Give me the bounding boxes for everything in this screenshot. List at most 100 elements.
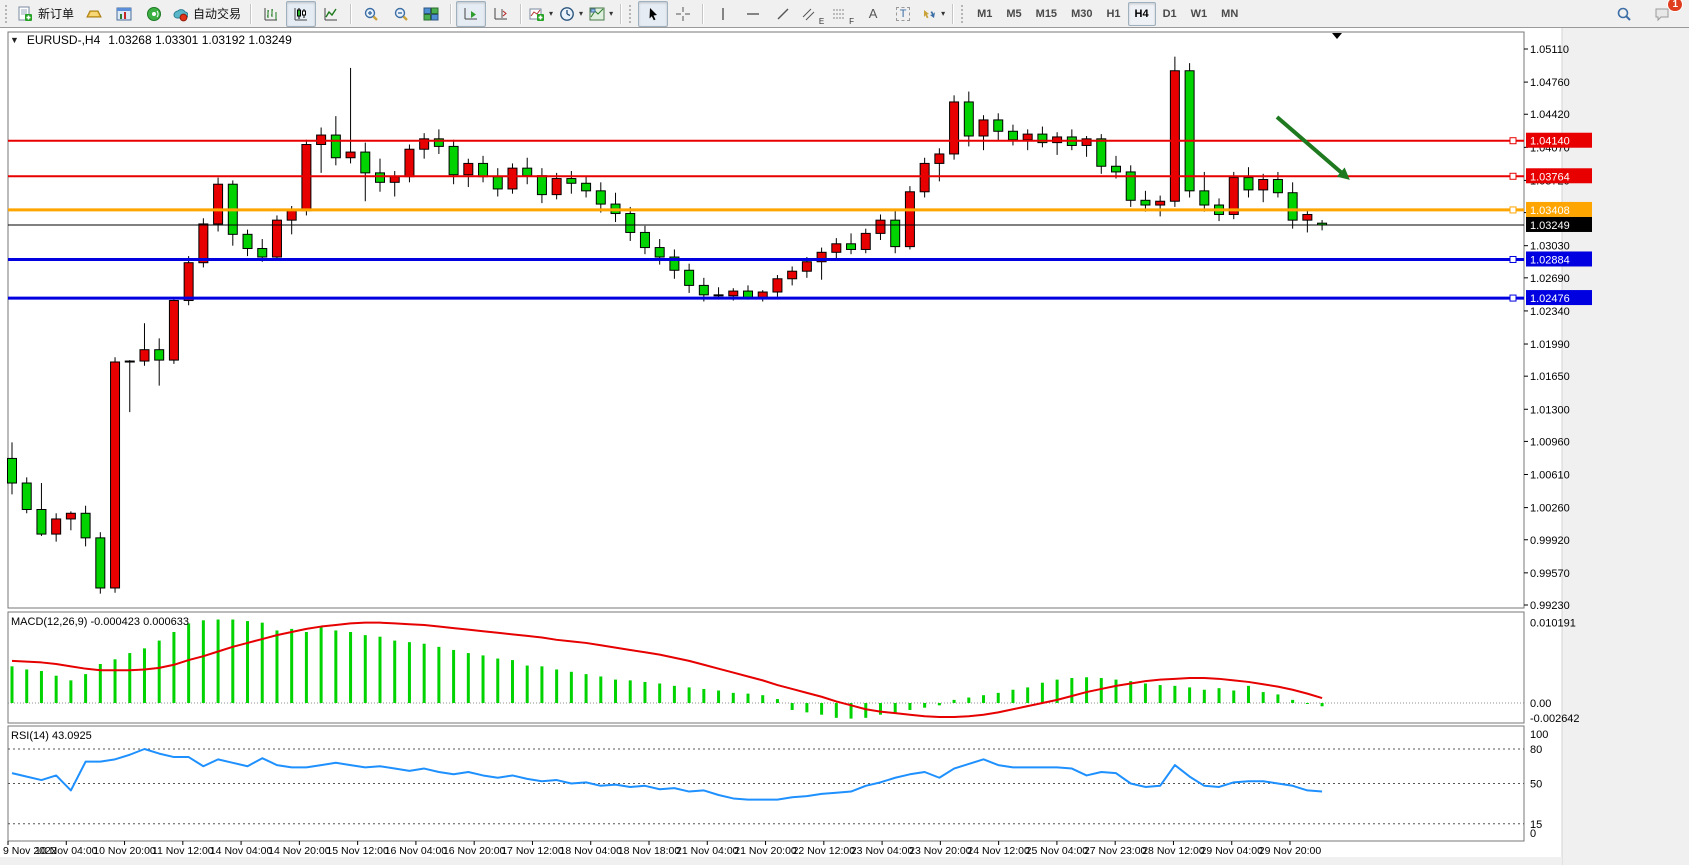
new-order-button[interactable]: 新订单 bbox=[14, 1, 79, 27]
cursor-tool-button[interactable] bbox=[638, 0, 669, 27]
macd-histogram-bar bbox=[1099, 678, 1103, 703]
timeframe-mn-button[interactable]: MN bbox=[1221, 7, 1239, 20]
candle-body bbox=[595, 190, 606, 205]
macd-histogram-bar bbox=[805, 703, 809, 713]
market-watch-button[interactable] bbox=[79, 1, 109, 27]
macd-histogram-bar bbox=[1261, 692, 1265, 703]
timeframe-h1-button[interactable]: H1 bbox=[1106, 7, 1121, 20]
fibonacci-icon bbox=[833, 9, 846, 18]
candle-body bbox=[65, 512, 76, 520]
candle-body bbox=[257, 248, 268, 258]
timeframe-d1-button[interactable]: D1 bbox=[1162, 7, 1177, 20]
time-axis-label: 11 Nov 12:00 bbox=[152, 845, 214, 857]
time-axis-label: 28 Nov 12:00 bbox=[1142, 845, 1205, 857]
macd-histogram-bar bbox=[1085, 677, 1089, 703]
text-label-tool-button[interactable]: T bbox=[888, 1, 918, 27]
crosshair-tool-button[interactable] bbox=[668, 1, 698, 27]
chevron-down-icon: ▾ bbox=[549, 9, 554, 18]
macd-histogram-bar bbox=[142, 648, 146, 703]
macd-histogram-bar bbox=[113, 659, 117, 703]
vertical-line-tool-button[interactable] bbox=[708, 1, 738, 27]
chart-window-icon bbox=[116, 7, 132, 20]
macd-histogram-bar bbox=[702, 688, 706, 703]
macd-histogram-bar bbox=[540, 666, 544, 703]
timeframe-m1-button[interactable]: M1 bbox=[977, 7, 993, 20]
candle-body bbox=[139, 349, 150, 362]
macd-histogram-bar bbox=[481, 655, 485, 703]
periods-button[interactable]: ▾ bbox=[556, 1, 586, 27]
price-axis-label: 1.01300 bbox=[1530, 404, 1570, 416]
notifications-button[interactable]: 1 bbox=[1647, 0, 1683, 27]
macd-histogram-bar bbox=[10, 666, 14, 703]
macd-histogram-bar bbox=[1202, 689, 1206, 703]
macd-histogram-bar bbox=[658, 683, 662, 703]
price-line-label: 1.02884 bbox=[1530, 254, 1570, 266]
candle-body bbox=[890, 219, 901, 248]
toolbar-separator bbox=[450, 3, 453, 24]
macd-histogram-bar bbox=[1011, 689, 1015, 703]
timeframe-w1-button[interactable]: W1 bbox=[1190, 7, 1208, 20]
tile-windows-button[interactable] bbox=[416, 1, 446, 27]
candle-body bbox=[639, 231, 650, 249]
new-order-label: 新订单 bbox=[38, 7, 75, 21]
line-handle[interactable] bbox=[1509, 255, 1517, 263]
line-handle[interactable] bbox=[1509, 172, 1517, 180]
fibo-sub-label: F bbox=[849, 16, 855, 26]
fibonacci-tool-button[interactable]: F bbox=[828, 1, 858, 27]
line-handle[interactable] bbox=[1509, 206, 1517, 214]
chart-shift-button[interactable] bbox=[486, 1, 516, 27]
sound-alert-button[interactable] bbox=[139, 1, 169, 27]
candle-body bbox=[654, 247, 665, 258]
price-axis-label: 1.00610 bbox=[1530, 470, 1570, 482]
candle-body bbox=[404, 148, 415, 178]
trendline-tool-button[interactable] bbox=[768, 1, 798, 27]
indicators-button[interactable]: ▾ bbox=[526, 1, 556, 27]
timeframe-m30-button[interactable]: M30 bbox=[1071, 7, 1093, 20]
macd-histogram-bar bbox=[982, 695, 986, 703]
zoom-in-button[interactable] bbox=[356, 1, 386, 27]
price-axis-label: 1.01990 bbox=[1530, 339, 1570, 351]
templates-button[interactable]: ▾ bbox=[586, 1, 616, 27]
macd-histogram-bar bbox=[1055, 679, 1059, 703]
macd-histogram-bar bbox=[525, 665, 529, 703]
macd-histogram-bar bbox=[187, 623, 191, 703]
line-handle[interactable] bbox=[1509, 137, 1517, 145]
chart-shift-marker-icon[interactable] bbox=[1332, 33, 1342, 39]
search-button[interactable] bbox=[1609, 1, 1639, 27]
rsi-axis-label: 100 bbox=[1530, 729, 1548, 741]
horizontal-line-tool-button[interactable] bbox=[738, 1, 768, 27]
auto-scroll-button[interactable] bbox=[456, 0, 487, 27]
macd-axis-label: -0.002642 bbox=[1530, 713, 1580, 725]
candle-body bbox=[271, 219, 282, 258]
candle-body bbox=[1302, 213, 1313, 221]
candle-body bbox=[993, 119, 1004, 132]
timeframe-h4-button[interactable]: H4 bbox=[1127, 1, 1156, 26]
time-axis-label: 18 Nov 18:00 bbox=[618, 845, 681, 857]
macd-histogram-bar bbox=[937, 703, 941, 706]
macd-histogram-bar bbox=[1114, 679, 1118, 703]
candle-body bbox=[492, 176, 503, 190]
arrows-tool-button[interactable]: ▾ bbox=[918, 1, 948, 27]
timeframe-m15-button[interactable]: M15 bbox=[1035, 7, 1058, 20]
macd-histogram-bar bbox=[834, 703, 838, 718]
autotrading-button[interactable]: 自动交易 bbox=[169, 1, 246, 27]
data-window-button[interactable] bbox=[109, 1, 139, 27]
trend-arrow-annotation[interactable] bbox=[1275, 115, 1345, 176]
horizontal-line-icon bbox=[747, 12, 760, 15]
indicators-icon bbox=[529, 8, 545, 21]
candlestick-chart-button[interactable] bbox=[286, 0, 317, 27]
macd-histogram-bar bbox=[996, 692, 1000, 703]
zoom-out-button[interactable] bbox=[386, 1, 416, 27]
timeframe-m5-button[interactable]: M5 bbox=[1006, 7, 1022, 20]
channel-tool-button[interactable]: E bbox=[798, 1, 828, 27]
line-chart-icon bbox=[324, 7, 338, 20]
macd-histogram-bar bbox=[599, 676, 603, 703]
line-chart-button[interactable] bbox=[316, 1, 346, 27]
collapse-triangle-icon[interactable]: ▼ bbox=[10, 35, 19, 45]
price-line-label: 1.03408 bbox=[1530, 205, 1570, 217]
text-tool-button[interactable]: A bbox=[858, 1, 888, 27]
bar-chart-button[interactable] bbox=[256, 1, 286, 27]
line-handle[interactable] bbox=[1509, 294, 1517, 302]
candle-body bbox=[846, 243, 857, 250]
macd-histogram-bar bbox=[84, 674, 88, 703]
